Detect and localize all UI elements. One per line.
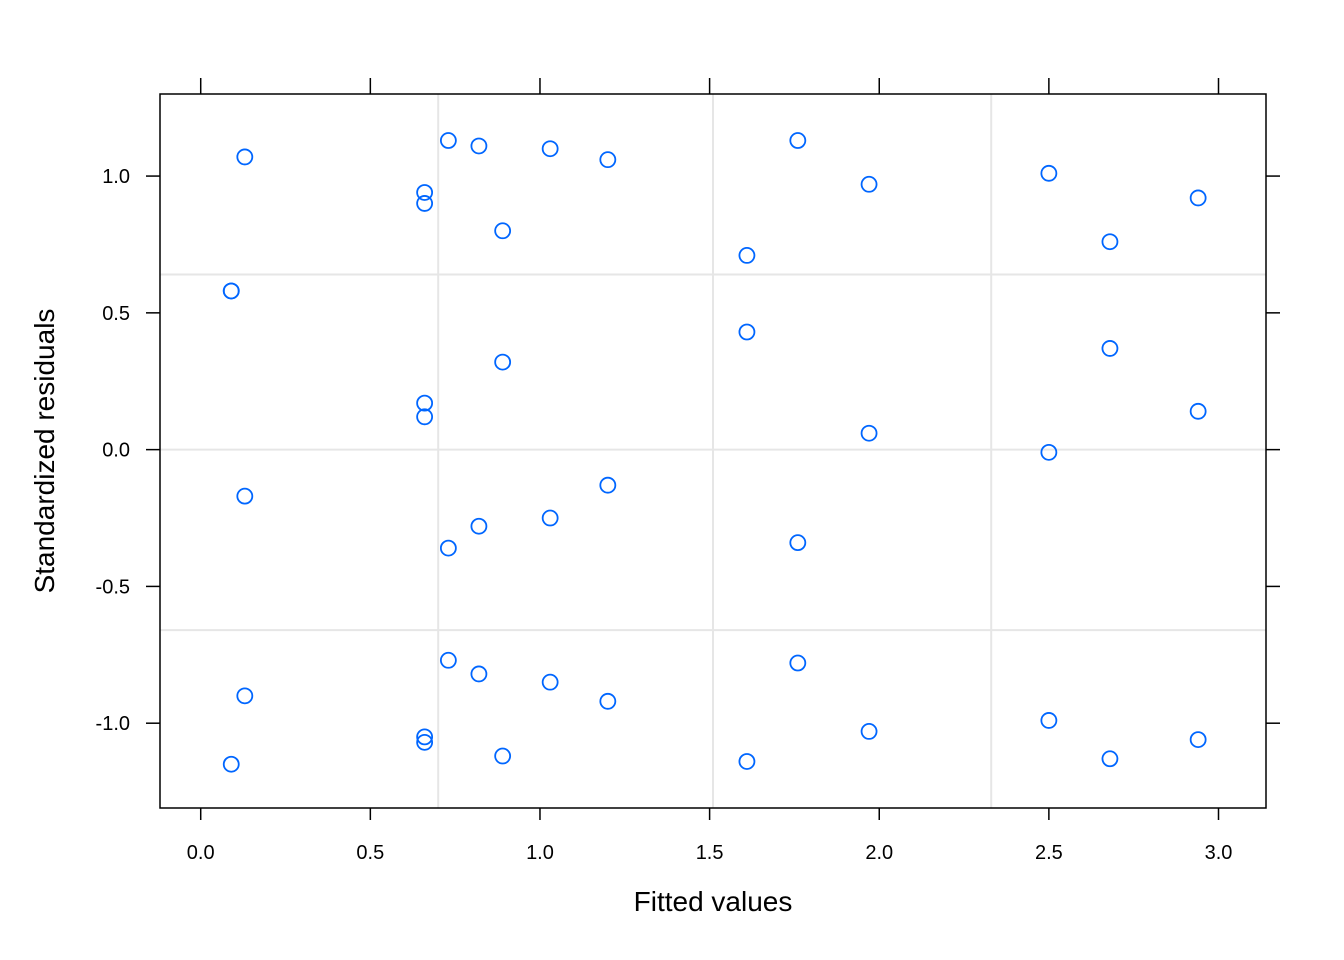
data-point — [738, 247, 756, 264]
data-point — [470, 137, 488, 155]
data-point — [1189, 189, 1207, 207]
data-point — [494, 747, 512, 765]
data-point — [470, 517, 488, 535]
grid-lines — [160, 94, 1266, 808]
y-tick-label: 1.0 — [102, 166, 130, 188]
data-point — [789, 132, 807, 149]
data-point — [738, 323, 756, 341]
data-point — [416, 195, 434, 212]
x-tick-label: 1.0 — [526, 842, 554, 864]
data-point — [599, 476, 617, 494]
x-tick-label: 2.0 — [865, 842, 893, 864]
x-tick-label: 1.5 — [696, 842, 724, 864]
y-tick-label: 0.0 — [102, 440, 130, 462]
data-point — [789, 654, 807, 672]
axis-ticks — [146, 78, 1280, 820]
data-point — [416, 184, 434, 201]
data-point — [222, 282, 240, 300]
data-point — [236, 487, 254, 505]
data-point — [1101, 340, 1119, 357]
data-point — [416, 394, 434, 412]
data-point — [599, 151, 617, 169]
data-point — [1101, 750, 1119, 768]
data-point — [541, 673, 559, 691]
data-point — [494, 353, 512, 371]
data-point — [1040, 443, 1058, 461]
data-points — [222, 132, 1207, 773]
data-point — [738, 753, 756, 770]
tick-labels: 0.0 0.5 1.0 1.5 2.0 2.5 3.0 -1.0 -0.5 0.0 0.5 1.0 — [96, 166, 1233, 864]
data-point — [439, 132, 457, 149]
y-tick-label: 0.5 — [102, 303, 130, 325]
x-axis-title: Fitted values — [634, 886, 793, 917]
data-point — [599, 692, 617, 710]
data-point — [470, 665, 488, 683]
data-point — [494, 222, 512, 240]
x-tick-label: 2.5 — [1035, 842, 1063, 864]
data-point — [541, 509, 559, 527]
x-tick-label: 0.0 — [187, 842, 215, 864]
data-point — [416, 733, 434, 751]
data-point — [1189, 731, 1207, 749]
data-point — [1040, 164, 1058, 182]
data-point — [1101, 233, 1119, 251]
data-point — [1040, 712, 1058, 729]
x-tick-label: 0.5 — [356, 842, 384, 864]
data-point — [541, 140, 559, 158]
data-point — [222, 755, 240, 773]
data-point — [860, 175, 878, 193]
data-point — [439, 539, 457, 557]
data-point — [236, 687, 254, 705]
data-point — [416, 728, 434, 746]
data-point — [236, 148, 254, 166]
plot-frame — [159, 93, 1267, 809]
data-point — [789, 534, 807, 552]
data-point — [860, 424, 878, 442]
y-axis-title: Standardized residuals — [29, 309, 60, 594]
data-point — [1189, 402, 1207, 420]
data-point — [439, 651, 457, 669]
data-point — [416, 408, 434, 426]
x-tick-label: 3.0 — [1205, 842, 1233, 864]
data-point — [860, 723, 878, 740]
y-tick-label: -1.0 — [96, 713, 130, 735]
y-tick-label: -0.5 — [96, 576, 130, 598]
